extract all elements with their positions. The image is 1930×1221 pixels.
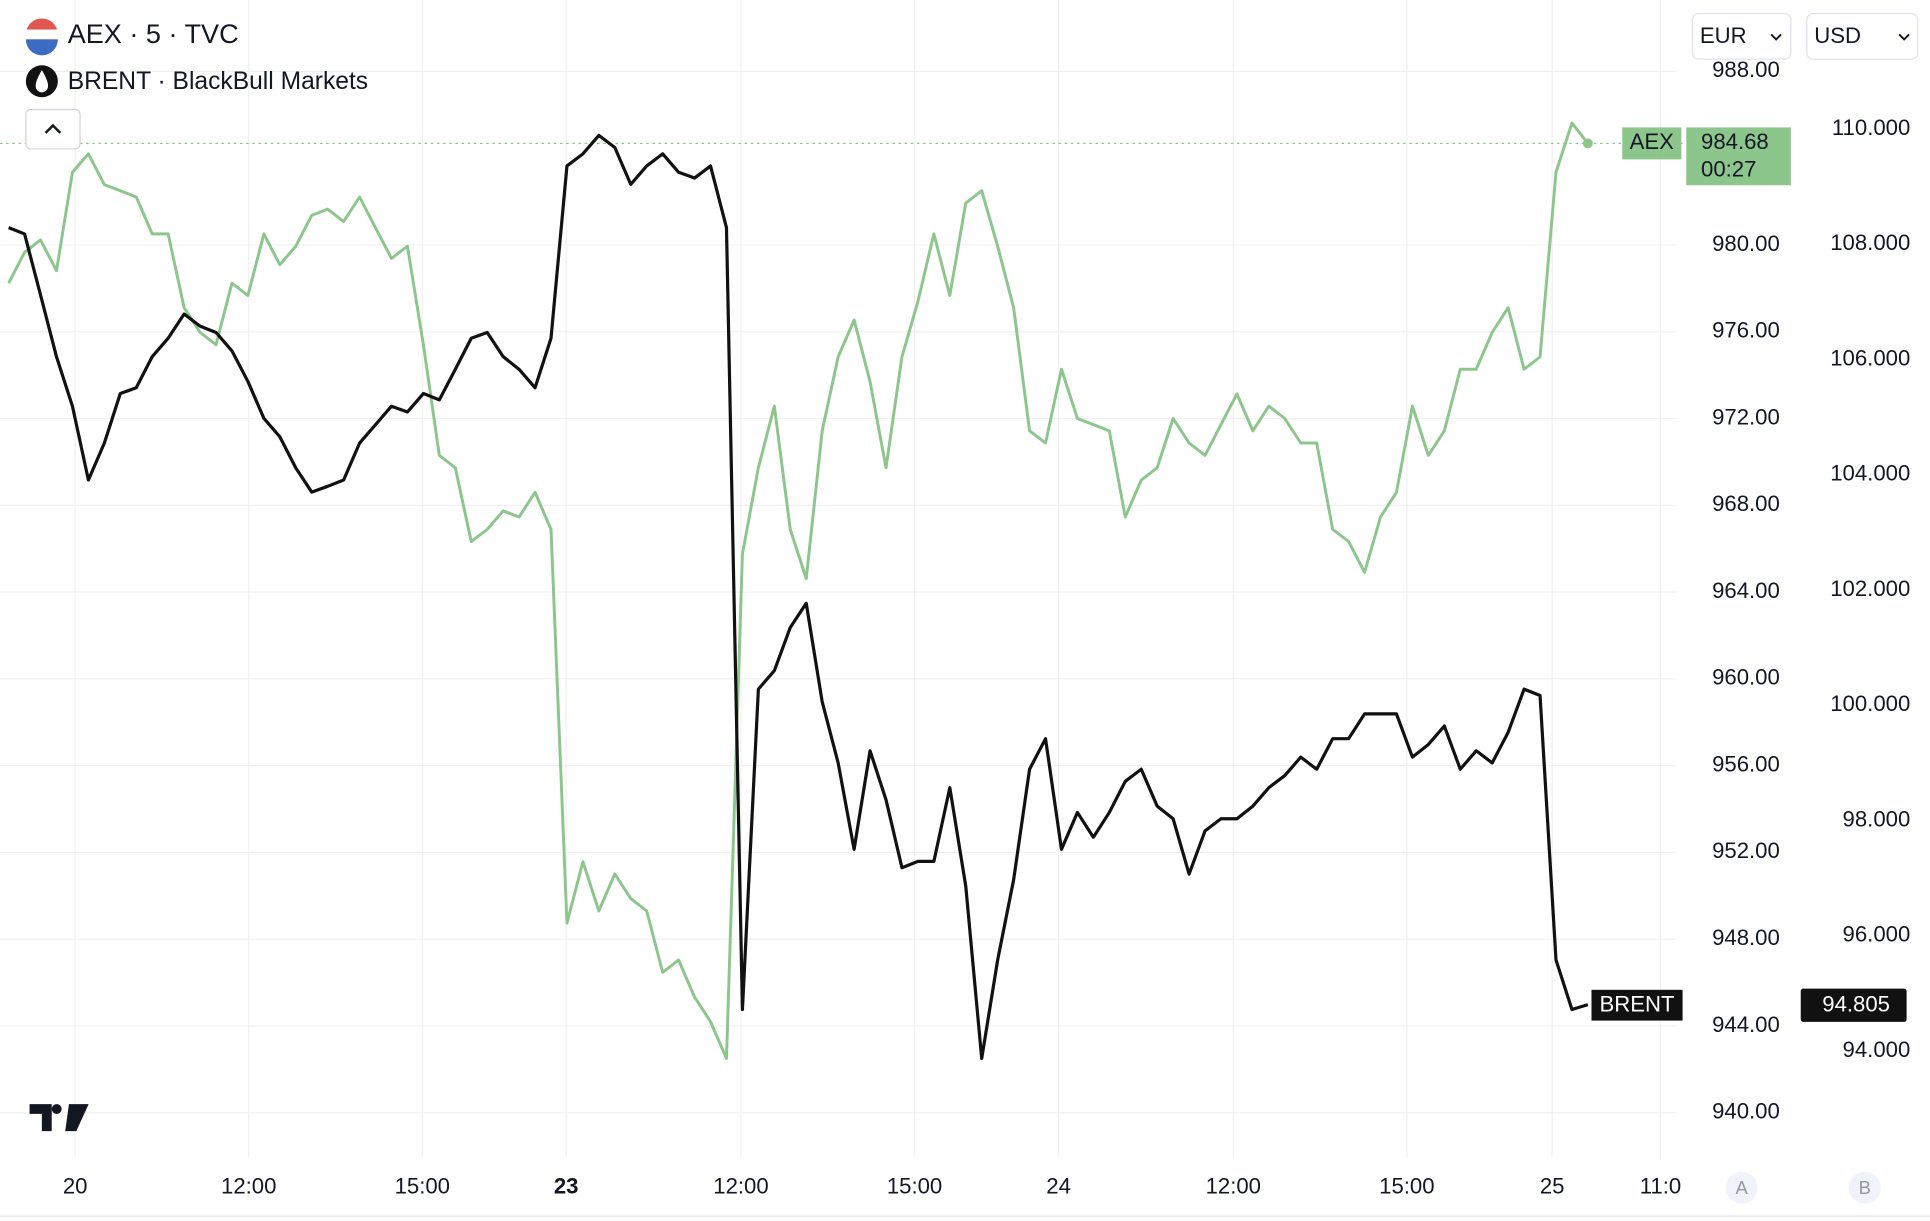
- grid: [0, 0, 1677, 1157]
- dropdown-icon: [1770, 33, 1782, 41]
- lines: [0, 121, 1684, 1061]
- currency-label: USD: [1814, 23, 1861, 48]
- x-tick-label: 12:00: [1206, 1174, 1261, 1199]
- flag-stripe: [25, 29, 58, 40]
- legend-item[interactable]: BRENT · BlackBull Markets: [68, 68, 368, 95]
- series-line: [7, 121, 1590, 1060]
- legend-item[interactable]: AEX · 5 · TVC: [68, 18, 239, 49]
- y2-tick-label: 102.000: [1830, 576, 1910, 601]
- series-tag-label: AEX: [1630, 129, 1675, 154]
- y-tick-label: 976.00: [1712, 318, 1780, 343]
- flag-stripe: [25, 39, 58, 56]
- dropdown-icon: [1898, 33, 1910, 41]
- y-tick-label: 952.00: [1712, 838, 1780, 863]
- x-tick-label: 15:00: [1379, 1174, 1434, 1199]
- x-tick-label: 11:0: [1640, 1174, 1681, 1199]
- currency-button[interactable]: [1691, 12, 1792, 60]
- oil-drop: [35, 70, 49, 93]
- y-tick-label: 940.00: [1712, 1099, 1780, 1124]
- x-tick-label: 20: [63, 1174, 88, 1199]
- y-tick-label: 988.00: [1712, 57, 1780, 82]
- y2-tick-label: 94.000: [1843, 1037, 1911, 1062]
- series-tag: [1591, 989, 1683, 1021]
- y2-tick-label: 106.000: [1830, 345, 1910, 370]
- x-tick-label: 23: [554, 1174, 579, 1199]
- y-tick-label: 968.00: [1712, 491, 1780, 516]
- x-tick-label: 15:00: [395, 1174, 450, 1199]
- y-tick-label: 972.00: [1712, 404, 1780, 429]
- y-tick-label: 980.00: [1712, 231, 1780, 256]
- y-tick-label: 944.00: [1712, 1012, 1780, 1037]
- y2-tick-label: 108.000: [1830, 230, 1910, 255]
- x-tick-label: 12:00: [221, 1174, 276, 1199]
- series-tag: [1622, 127, 1682, 160]
- price-tag-value: 94.805: [1822, 992, 1890, 1017]
- scale-button-label: B: [1859, 1177, 1871, 1198]
- y2-tick-label: 98.000: [1843, 806, 1911, 831]
- y-tick-label: 948.00: [1712, 925, 1780, 950]
- x-tick-label: 24: [1046, 1174, 1071, 1199]
- price-tag: [1800, 988, 1907, 1022]
- y2-tick-label: 100.000: [1830, 691, 1910, 716]
- y-tick-label: 964.00: [1712, 578, 1780, 603]
- scale-button[interactable]: [1848, 1171, 1881, 1204]
- series-tag-label: BRENT: [1600, 992, 1676, 1017]
- y2-tick-label: 110.000: [1832, 115, 1910, 140]
- price-tag: [1686, 127, 1791, 186]
- collapse-icon: [44, 123, 62, 134]
- y-tick-label: 956.00: [1712, 751, 1780, 776]
- collapse-button[interactable]: [25, 108, 81, 150]
- logo[interactable]: [29, 1104, 89, 1132]
- currency-label: EUR: [1700, 23, 1747, 48]
- x-tick-label: 25: [1540, 1174, 1565, 1199]
- series-line: [8, 133, 1589, 1061]
- x-tick-label: 15:00: [887, 1174, 942, 1199]
- last-point: [1582, 138, 1593, 149]
- x-tick-label: 12:00: [713, 1174, 768, 1199]
- y-tick-label: 960.00: [1712, 665, 1780, 690]
- currency-button[interactable]: [1806, 12, 1919, 60]
- price-tag-value: 984.68: [1701, 129, 1769, 154]
- countdown: 00:27: [1701, 156, 1756, 181]
- y2-tick-label: 96.000: [1843, 922, 1911, 947]
- overlay: AEX · 5 · TVC BRENT · BlackBull Markets …: [25, 12, 1919, 1204]
- scale-button-label: A: [1736, 1177, 1749, 1198]
- scale-button[interactable]: [1725, 1171, 1758, 1204]
- y2-tick-label: 104.000: [1830, 461, 1910, 486]
